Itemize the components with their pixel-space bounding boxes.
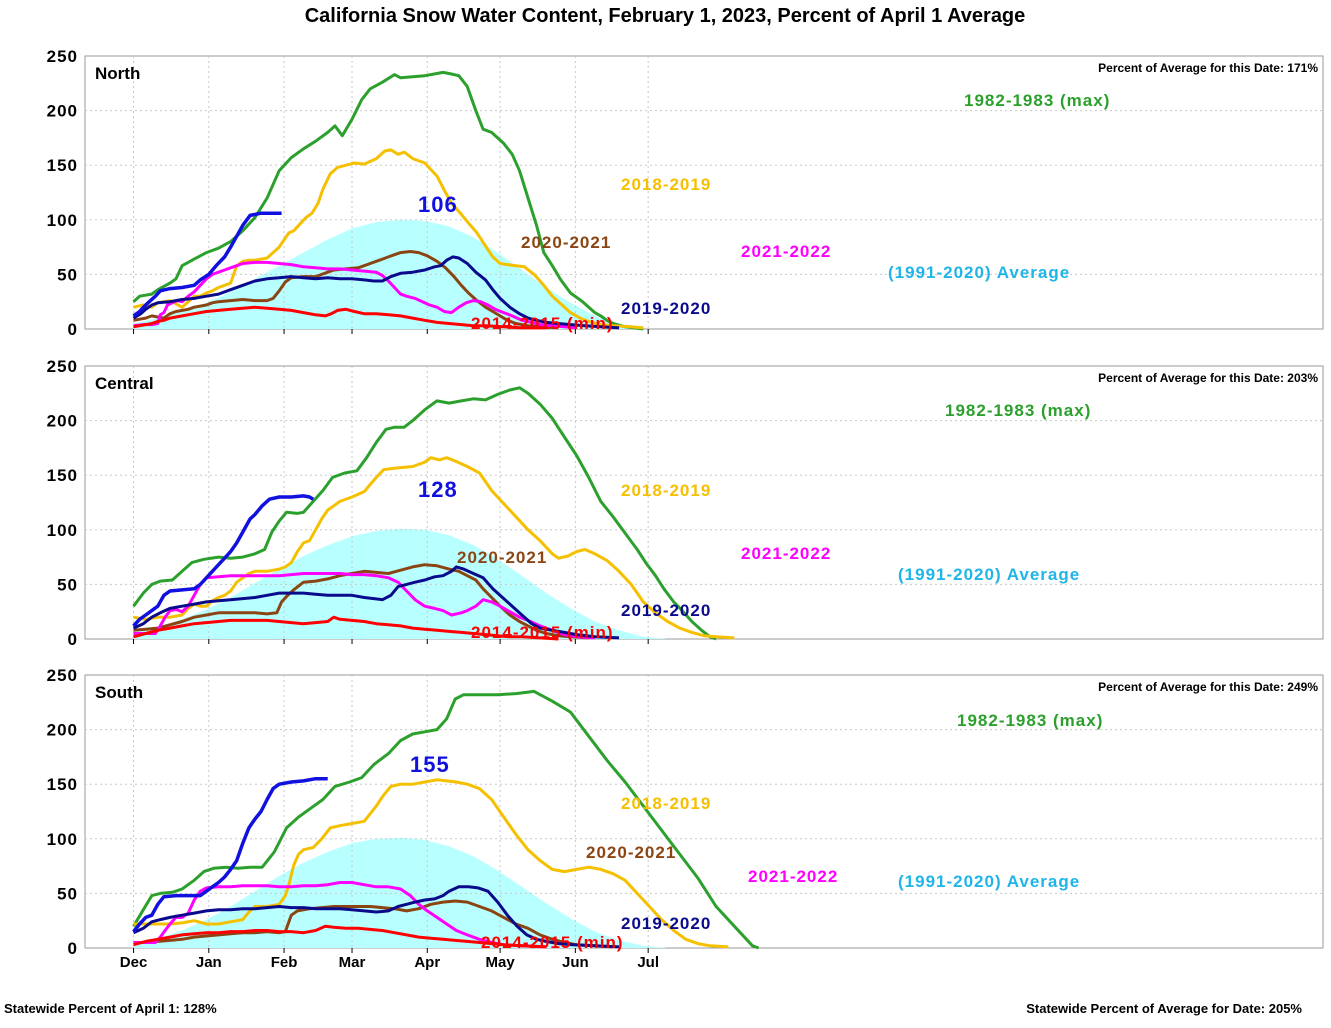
panel-central: 0 50 100 150 200 250 1982-1983 (max) 2018-2019 2… xyxy=(47,357,1324,649)
x-tick-label: Apr xyxy=(414,954,440,971)
panel-north: 0 50 100 150 200 250 1982-1983 (max) 2018-2019 2… xyxy=(47,47,1324,339)
y-tick-label: 250 xyxy=(47,47,78,66)
y-tick-label: 250 xyxy=(47,357,78,376)
series-label-y2021: 2020-2021 xyxy=(586,843,676,862)
x-tick-label: Dec xyxy=(120,954,148,971)
series-label-average: (1991-2020) Average xyxy=(888,263,1070,282)
series-line-y1819 xyxy=(133,148,644,330)
footer-statewide-avg-date: Statewide Percent of Average for Date: 2… xyxy=(1026,1001,1302,1016)
y-tick-label: 50 xyxy=(57,575,78,594)
series-line-min xyxy=(133,924,547,949)
y-tick-label: 250 xyxy=(47,666,78,685)
panel-south: 0 50 100 150 200 250 1982-1983 (max) 2018-2019 2… xyxy=(47,666,1324,971)
y-tick-label: 150 xyxy=(47,156,78,175)
y-tick-label: 0 xyxy=(68,939,78,958)
region-label: Central xyxy=(95,374,154,393)
x-tick-label: May xyxy=(486,954,516,971)
series-label-y2122: 2021-2022 xyxy=(741,544,831,563)
series-line-y1819 xyxy=(133,456,735,640)
y-tick-label: 200 xyxy=(47,721,78,740)
x-tick-label: Jan xyxy=(196,954,222,971)
series-label-y1920: 2019-2020 xyxy=(621,914,711,933)
y-tick-label: 200 xyxy=(47,102,78,121)
series-line-max xyxy=(132,70,644,331)
series-line-y1920 xyxy=(132,255,620,330)
percent-of-average-text: Percent of Average for this Date: 171% xyxy=(1098,61,1318,75)
series-line-min xyxy=(133,615,559,641)
series-line-y1819 xyxy=(133,778,729,949)
chart-title: California Snow Water Content, February … xyxy=(305,5,1026,27)
series-label-y1920: 2019-2020 xyxy=(621,601,711,620)
series-label-min: 2014-2015 (min) xyxy=(471,314,614,333)
series-label-y1819: 2018-2019 xyxy=(621,794,711,813)
y-tick-label: 150 xyxy=(47,466,78,485)
y-tick-label: 150 xyxy=(47,775,78,794)
series-line-y1920 xyxy=(132,885,620,949)
series-label-max: 1982-1983 (max) xyxy=(945,401,1091,420)
chart-panels: 0 50 100 150 200 250 1982-1983 (max) 2018-2019 2… xyxy=(47,47,1324,971)
x-tick-label: Jul xyxy=(637,954,659,971)
series-label-max: 1982-1983 (max) xyxy=(964,91,1110,110)
y-tick-label: 200 xyxy=(47,412,78,431)
series-line-current xyxy=(132,211,282,318)
percent-of-average-text: Percent of Average for this Date: 203% xyxy=(1098,371,1318,385)
y-tick-label: 100 xyxy=(47,830,78,849)
series-line-current xyxy=(132,776,328,933)
y-tick-label: 50 xyxy=(57,265,78,284)
current-value-label: 128 xyxy=(418,477,458,502)
series-line-max xyxy=(132,386,717,641)
series-line-current xyxy=(132,494,315,628)
series-label-min: 2014-2015 (min) xyxy=(481,933,624,952)
y-tick-label: 100 xyxy=(47,211,78,230)
series-label-average: (1991-2020) Average xyxy=(898,872,1080,891)
y-tick-label: 50 xyxy=(57,884,78,903)
x-tick-label: Mar xyxy=(339,954,366,971)
series-line-y2122 xyxy=(133,572,595,640)
series-label-y1819: 2018-2019 xyxy=(621,175,711,194)
percent-of-average-text: Percent of Average for this Date: 249% xyxy=(1098,680,1318,694)
series-line-y2021 xyxy=(133,563,589,640)
current-value-label: 106 xyxy=(418,192,458,217)
region-label: North xyxy=(95,64,140,83)
y-tick-label: 100 xyxy=(47,521,78,540)
series-label-y2122: 2021-2022 xyxy=(741,242,831,261)
series-line-y2021 xyxy=(133,899,614,949)
average-area xyxy=(133,837,668,948)
series-line-max xyxy=(132,689,760,950)
series-label-y2122: 2021-2022 xyxy=(748,867,838,886)
series-line-y2122 xyxy=(133,881,547,949)
footer-statewide-april1: Statewide Percent of April 1: 128% xyxy=(4,1001,217,1016)
series-label-min: 2014-2015 (min) xyxy=(471,623,614,642)
series-line-min xyxy=(133,305,547,330)
current-value-label: 155 xyxy=(410,752,450,777)
series-line-y1920 xyxy=(132,565,620,640)
series-label-y2021: 2020-2021 xyxy=(457,548,547,567)
series-label-y1920: 2019-2020 xyxy=(621,299,711,318)
series-label-y1819: 2018-2019 xyxy=(621,481,711,500)
series-label-y2021: 2020-2021 xyxy=(521,233,611,252)
series-label-average: (1991-2020) Average xyxy=(898,565,1080,584)
x-tick-label: Jun xyxy=(562,954,589,971)
region-label: South xyxy=(95,683,143,702)
x-tick-label: Feb xyxy=(271,954,298,971)
series-label-max: 1982-1983 (max) xyxy=(957,711,1103,730)
y-tick-label: 0 xyxy=(68,320,78,339)
y-tick-label: 0 xyxy=(68,630,78,649)
series-line-y2021 xyxy=(133,250,559,330)
